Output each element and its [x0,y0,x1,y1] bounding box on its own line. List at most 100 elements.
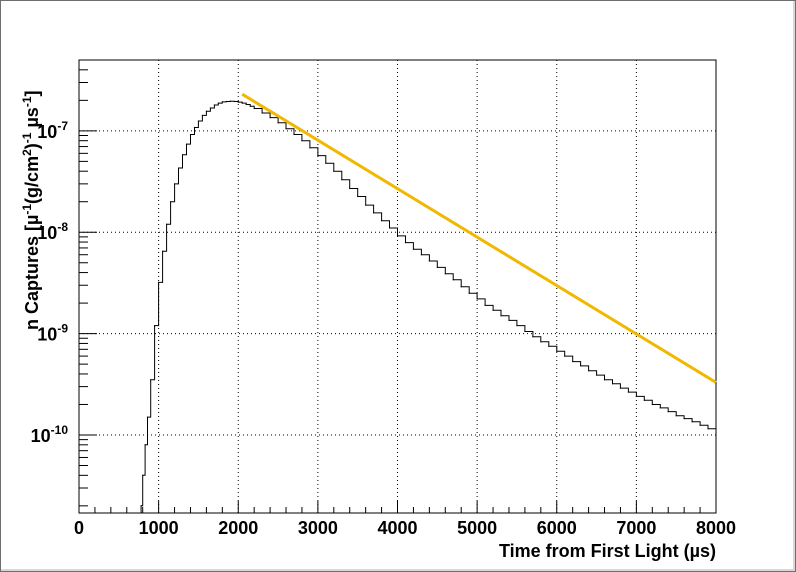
histogram-point [154,324,156,327]
histogram-point [173,183,176,185]
y-tick-label: 10-10 [31,423,69,446]
histogram-point [349,187,351,190]
histogram-point [341,179,343,181]
y-tick-labels: 10-10 10-9 10-8 10-7 [31,119,69,446]
histogram-point [500,315,502,317]
histogram-point [524,330,526,333]
histogram-point [659,407,661,409]
histogram-point [233,100,235,103]
histogram-point [333,170,335,172]
y-axis-title-part-6: µs [22,107,42,132]
y-axis-title-part-4: ) [22,143,42,149]
histogram-point [595,374,598,376]
histogram-point [611,383,614,385]
x-tick-label: 4000 [377,518,417,538]
y-axis-title-part-0: n Captures [µ [22,215,42,330]
histogram-point [169,201,172,203]
histogram-point [197,120,200,122]
histogram-point [225,100,227,103]
x-tick-label: 1000 [139,518,179,538]
series-group [140,92,717,513]
histogram-point [229,100,231,102]
histogram-point [241,102,243,104]
histogram-point [564,355,566,357]
histogram-point [365,204,367,206]
histogram-point [165,223,168,225]
y-axis-title: n Captures [µ-1(g/cm2)-1 µs-1] [20,91,42,331]
histogram-point [301,140,303,142]
histogram-point [293,133,295,136]
histogram-point [619,387,622,389]
histogram-point [285,128,287,130]
histogram-point [357,195,359,198]
x-tick-label: 2000 [218,518,258,538]
histogram-point [325,162,327,164]
y-tick-label: 10-8 [37,220,68,243]
histogram-point [420,254,422,256]
histogram-point [468,292,470,294]
histogram-point [683,418,685,420]
y-axis-title-part-5: -1 [20,132,34,143]
histogram-point [245,103,247,106]
histogram-series [140,100,717,513]
histogram-point [185,143,188,145]
y-tick-label: 10-9 [37,322,68,345]
histogram-point [221,101,223,103]
histogram-point [158,281,160,284]
plot-frame [78,59,717,514]
x-tick-labels: 0 1000 2000 3000 4000 5000 6000 7000 8000 [74,518,736,538]
histogram-point [213,104,215,106]
histogram-point [603,379,606,381]
y-axis-title-part-7: -1 [20,96,34,107]
histogram-point [412,248,415,250]
x-tick-label: 0 [74,518,84,538]
fit-line [241,92,717,384]
histogram-point [460,286,462,288]
histogram-point [140,505,142,507]
histogram-point [508,319,510,321]
histogram-point [667,411,669,413]
x-tick-label: 7000 [616,518,656,538]
histogram-point [627,391,630,393]
histogram-point [146,416,149,418]
histogram-point [205,110,207,112]
histogram-point [540,341,542,343]
histogram-point [691,421,693,423]
histogram-point [261,112,263,114]
histogram-point [675,415,677,417]
histogram-point [144,444,146,446]
histogram-point [516,324,518,327]
histogram-point [428,260,430,262]
histogram-point [209,107,211,109]
histogram-point [253,107,255,110]
histogram-point [476,298,478,300]
histogram-point [699,424,701,426]
histogram-point [707,428,709,430]
x-tick-label: 8000 [696,518,736,538]
histogram-point [217,102,219,104]
histogram-point [269,117,271,119]
histogram-point [715,432,717,434]
y-tick-label: 10-7 [37,119,68,142]
histogram-point [572,360,574,363]
histogram-point [181,154,184,156]
histogram-point [277,122,279,124]
histogram-point [237,101,239,103]
histogram-point [142,474,144,476]
y-axis-title-part-1: -1 [20,204,34,215]
histogram-point [317,155,319,157]
y-axis-title-part-3: 2 [20,149,34,156]
histogram-point [404,242,407,244]
histogram-point [532,336,534,338]
histogram-point [189,133,192,136]
histogram-point [548,345,550,347]
histogram-point [556,350,558,352]
histogram-point [588,370,590,372]
histogram-point [643,399,645,401]
axis-ticks [78,69,717,513]
histogram-point [580,365,582,367]
histogram-point [373,212,375,214]
histogram-point [484,304,486,306]
histogram-point [193,126,196,129]
